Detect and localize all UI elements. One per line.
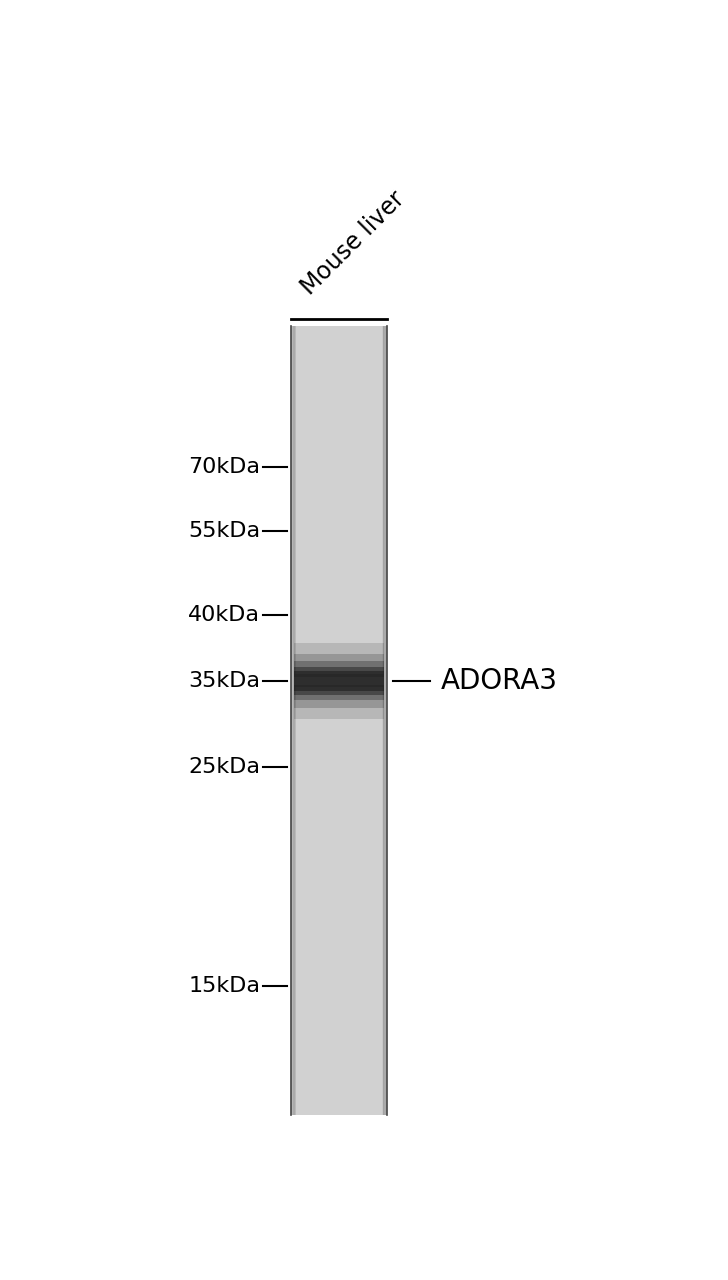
Text: 25kDa: 25kDa — [189, 756, 261, 777]
Text: 40kDa: 40kDa — [189, 605, 261, 625]
Bar — [294, 677, 384, 685]
Bar — [294, 654, 384, 708]
Text: 35kDa: 35kDa — [189, 671, 261, 691]
Bar — [294, 662, 384, 700]
Bar — [383, 326, 386, 1115]
Bar — [294, 675, 384, 687]
Bar — [294, 667, 384, 695]
Bar — [291, 326, 296, 1115]
Bar — [382, 326, 384, 1115]
Bar — [291, 326, 387, 1115]
Text: ADORA3: ADORA3 — [441, 667, 558, 695]
Bar — [293, 326, 296, 1115]
Text: 70kDa: 70kDa — [189, 457, 261, 477]
Bar — [295, 326, 296, 1115]
Text: 55kDa: 55kDa — [188, 521, 261, 541]
Text: 15kDa: 15kDa — [189, 977, 261, 996]
Text: Mouse liver: Mouse liver — [297, 187, 410, 300]
Bar — [294, 643, 384, 719]
Bar — [383, 326, 387, 1115]
Bar — [294, 671, 384, 691]
